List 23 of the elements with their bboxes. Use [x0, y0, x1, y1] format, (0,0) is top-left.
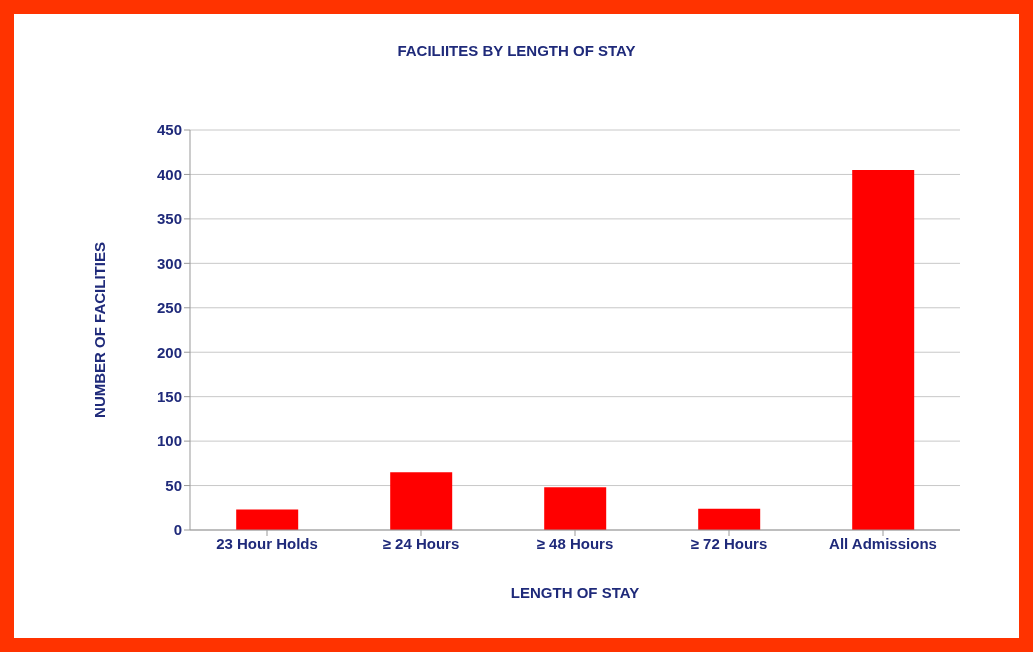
x-tick-label: 23 Hour Holds — [216, 534, 318, 552]
y-axis-title: NUMBER OF FACILITIES — [91, 242, 109, 418]
y-tick-label: 400 — [156, 165, 182, 183]
y-tick-label: 250 — [156, 299, 182, 317]
y-tick-label: 100 — [156, 432, 182, 450]
y-tick-label: 300 — [156, 254, 182, 272]
bar — [390, 472, 453, 530]
y-tick-label: 0 — [173, 521, 182, 539]
bar — [236, 509, 299, 530]
y-tick-label: 50 — [165, 476, 182, 494]
bar — [852, 170, 915, 530]
chart-title: FACILIITES BY LENGTH OF STAY — [396, 42, 637, 59]
x-axis-title: LENGTH OF STAY — [510, 584, 640, 601]
y-tick-label: 150 — [156, 387, 182, 405]
y-tick-label: 450 — [156, 121, 182, 139]
x-tick-label: ≥ 72 Hours — [690, 534, 768, 552]
y-tick-label: 350 — [156, 210, 182, 228]
y-tick-label: 200 — [156, 343, 182, 361]
x-tick-label: All Admissions — [829, 534, 937, 552]
bar — [698, 508, 761, 530]
x-tick-label: ≥ 24 Hours — [382, 534, 460, 552]
bar — [544, 487, 607, 530]
x-tick-label: ≥ 48 Hours — [536, 534, 614, 552]
